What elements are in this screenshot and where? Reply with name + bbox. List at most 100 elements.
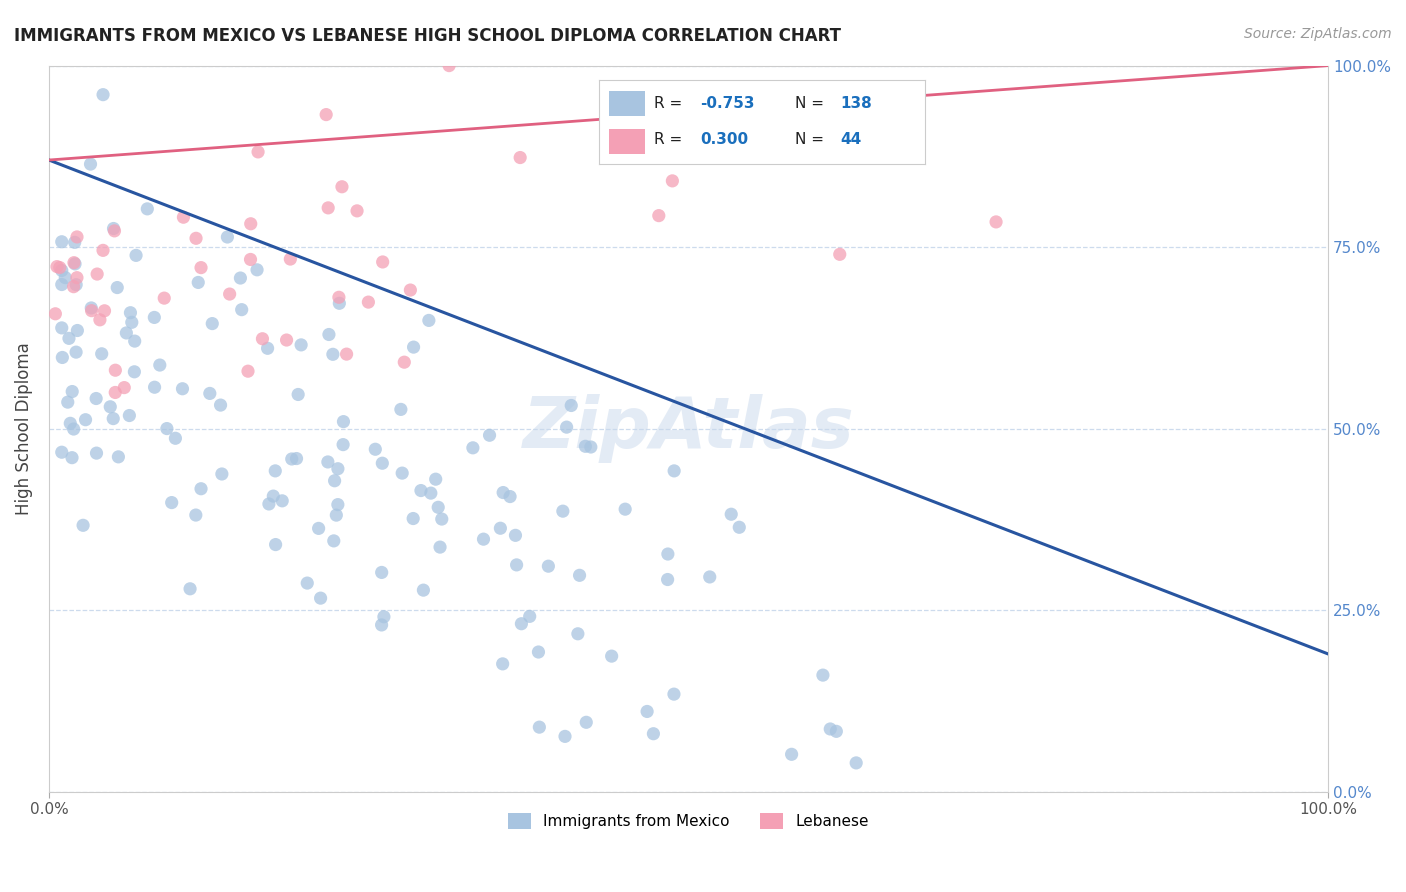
Point [505,558,527,572]
Point [567,627,589,641]
Point [187,276,209,290]
Point [217,230,239,244]
Point [427,500,450,515]
Point [104,363,127,377]
Point [290,338,312,352]
Point [257,497,280,511]
Point [247,145,270,159]
Point [505,528,527,542]
Point [399,283,422,297]
Point [62,422,84,436]
Legend: Immigrants from Mexico, Lebanese: Immigrants from Mexico, Lebanese [502,807,875,835]
Point [165,431,187,445]
Point [115,326,138,340]
Point [636,705,658,719]
Point [201,317,224,331]
Point [211,467,233,481]
Point [252,332,274,346]
Point [209,398,232,412]
Point [560,399,582,413]
Point [325,508,347,523]
Point [429,540,451,554]
Y-axis label: High School Diploma: High School Diploma [15,343,32,516]
Point [124,334,146,348]
Point [402,340,425,354]
Point [373,609,395,624]
Point [79,157,101,171]
Point [845,756,868,770]
Text: ZipAtlas: ZipAtlas [523,394,855,463]
Point [322,533,344,548]
Point [103,221,125,235]
Point [489,521,512,535]
Point [59,417,82,431]
Point [66,324,89,338]
Point [118,409,141,423]
Point [51,277,73,292]
Point [103,224,125,238]
Point [568,568,591,582]
Point [394,355,416,369]
Point [120,306,142,320]
Point [51,351,73,365]
Point [643,727,665,741]
Point [315,107,337,121]
Point [780,747,803,762]
Point [371,456,394,470]
Point [316,201,339,215]
Point [184,508,207,522]
Point [276,333,298,347]
Point [190,482,212,496]
Point [326,461,349,475]
Point [93,303,115,318]
Point [125,248,148,262]
Point [600,649,623,664]
Point [820,722,842,736]
Point [104,385,127,400]
Point [264,464,287,478]
Point [662,464,685,478]
Point [527,645,550,659]
Point [236,364,259,378]
Point [308,521,330,535]
Point [143,310,166,325]
Point [229,271,252,285]
Point [330,179,353,194]
Point [425,472,447,486]
Point [509,151,531,165]
Point [371,255,394,269]
Point [239,217,262,231]
Point [46,260,69,274]
Point [461,441,484,455]
Point [143,380,166,394]
Point [80,301,103,315]
Point [662,687,685,701]
Point [278,252,301,266]
Point [418,313,440,327]
Point [90,347,112,361]
Point [121,315,143,329]
Point [66,230,89,244]
Point [555,420,578,434]
Point [370,618,392,632]
Point [554,730,576,744]
Point [218,287,240,301]
Point [246,262,269,277]
Point [60,384,83,399]
Point [614,502,637,516]
Point [58,331,80,345]
Point [316,455,339,469]
Text: Source: ZipAtlas.com: Source: ZipAtlas.com [1244,27,1392,41]
Point [825,724,848,739]
Point [328,296,350,310]
Point [472,532,495,546]
Point [287,387,309,401]
Point [699,570,721,584]
Point [811,668,834,682]
Point [828,247,851,261]
Point [72,518,94,533]
Point [51,321,73,335]
Point [318,327,340,342]
Point [574,439,596,453]
Point [322,347,344,361]
